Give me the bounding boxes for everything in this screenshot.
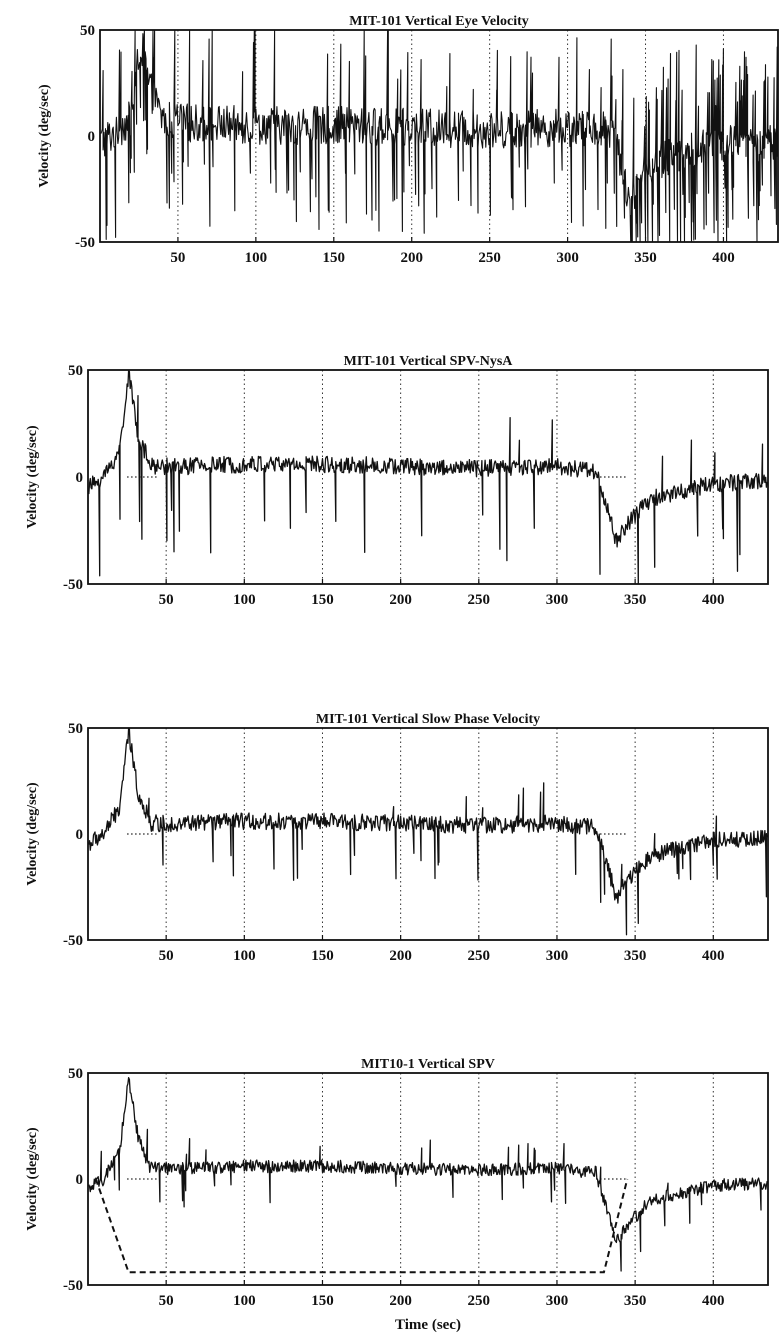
x-tick-label: 400: [712, 250, 735, 266]
x-tick-label: 100: [233, 948, 256, 964]
x-tick-label: 50: [159, 948, 174, 964]
y-axis-label: Velocity (deg/sec): [37, 84, 52, 188]
x-tick-label: 200: [389, 1293, 412, 1309]
x-tick-label: 350: [624, 1293, 647, 1309]
panel-1: MIT-101 Vertical Eye Velocity 50 100 150 200…: [37, 14, 779, 266]
y-tick-label: 0: [76, 827, 84, 843]
x-tick-label: 350: [624, 592, 647, 608]
x-tick-label: 250: [468, 948, 491, 964]
x-tick-label: 350: [634, 250, 657, 266]
x-tick-label: 200: [400, 250, 423, 266]
series-dashed-line: [94, 1178, 629, 1274]
panel-title: MIT10-1 Vertical SPV: [361, 1057, 495, 1072]
y-tick-label: -50: [63, 933, 83, 949]
y-tick-label: 0: [88, 129, 96, 145]
y-tick-label: 50: [68, 363, 83, 379]
x-tick-label: 250: [468, 1293, 491, 1309]
panel-3: MIT-101 Vertical Slow Phase Velocity 50 10…: [25, 712, 769, 964]
x-tick-label: 200: [389, 592, 412, 608]
y-tick-label: 0: [76, 1172, 84, 1188]
x-tick-label: 150: [311, 948, 334, 964]
series-line: [88, 727, 768, 936]
x-tick-label: 150: [311, 592, 334, 608]
x-tick-label: 300: [546, 948, 569, 964]
panel-title: MIT-101 Vertical Slow Phase Velocity: [316, 712, 540, 727]
y-tick-label: 50: [68, 1066, 83, 1082]
y-axis-label: Velocity (deg/sec): [25, 782, 40, 886]
panel-4: MIT10-1 Vertical SPV 50 100 150 200 250 300 350…: [25, 1057, 769, 1333]
series-line: [88, 370, 768, 585]
x-tick-label: 400: [702, 592, 725, 608]
plot-frame: [87, 369, 769, 585]
y-axis-label: Velocity (deg/sec): [25, 1127, 40, 1231]
y-tick-label: 0: [76, 470, 84, 486]
x-tick-label: 250: [468, 592, 491, 608]
x-tick-label: 200: [389, 948, 412, 964]
plot-frame: [99, 29, 779, 243]
panel-title: MIT-101 Vertical SPV-NysA: [344, 354, 514, 369]
y-tick-label: 50: [68, 721, 83, 737]
x-tick-label: 100: [233, 592, 256, 608]
x-tick-label: 250: [478, 250, 501, 266]
y-axis-label: Velocity (deg/sec): [25, 425, 40, 529]
x-tick-label: 100: [245, 250, 268, 266]
x-tick-label: 50: [159, 1293, 174, 1309]
x-tick-label: 300: [556, 250, 579, 266]
x-tick-label: 400: [702, 948, 725, 964]
x-axis-label: Time (sec): [395, 1317, 461, 1333]
y-tick-label: -50: [75, 235, 95, 251]
x-tick-label: 400: [702, 1293, 725, 1309]
y-tick-label: 50: [80, 23, 95, 39]
y-tick-label: -50: [63, 577, 83, 593]
x-tick-label: 100: [233, 1293, 256, 1309]
series-line: [100, 29, 778, 243]
y-tick-label: -50: [63, 1278, 83, 1294]
x-tick-label: 150: [323, 250, 346, 266]
x-tick-label: 50: [170, 250, 185, 266]
x-tick-label: 300: [546, 1293, 569, 1309]
panel-title: MIT-101 Vertical Eye Velocity: [349, 14, 529, 29]
plot-frame: [87, 1072, 769, 1286]
x-tick-label: 50: [159, 592, 174, 608]
x-tick-label: 350: [624, 948, 647, 964]
panel-2: MIT-101 Vertical SPV-NysA 50 100 150 200 250 3…: [25, 354, 769, 608]
x-tick-label: 300: [546, 592, 569, 608]
series-line: [88, 1077, 768, 1272]
x-tick-label: 150: [311, 1293, 334, 1309]
plot-frame: [87, 727, 769, 941]
